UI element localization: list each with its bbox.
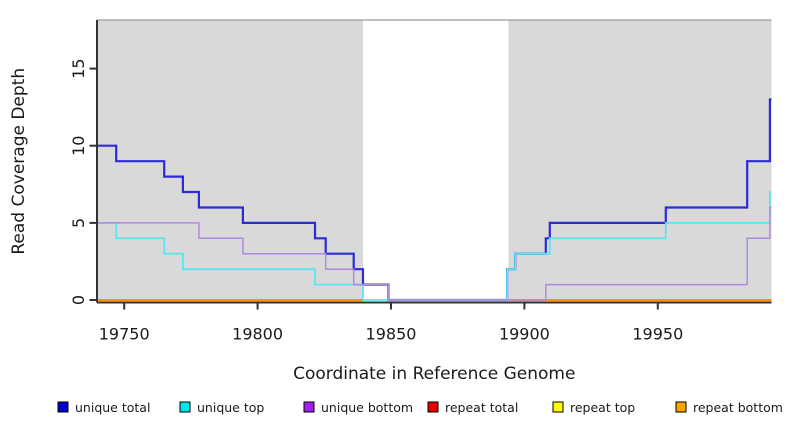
x-tick-label: 19950: [632, 325, 683, 344]
legend-swatch: [57, 401, 69, 413]
x-tick-label: 19750: [99, 325, 150, 344]
y-axis-title: Read Coverage Depth: [9, 68, 29, 255]
series-line-unique-bottom: [97, 206, 772, 301]
legend-item-repeat-bottom: repeat bottom: [675, 400, 783, 415]
legend-item-unique-top: unique top: [179, 400, 264, 415]
legend-label: repeat bottom: [693, 400, 783, 415]
legend-swatch: [552, 401, 564, 413]
legend-item-unique-bottom: unique bottom: [303, 400, 413, 415]
legend-item-repeat-top: repeat top: [552, 400, 635, 415]
legend-swatch: [427, 401, 439, 413]
legend-label: unique bottom: [321, 400, 413, 415]
series-line-unique-total: [97, 98, 772, 302]
y-tick-label: 15: [69, 58, 88, 78]
y-tick-label: 0: [69, 295, 88, 305]
x-tick-label: 19800: [232, 325, 283, 344]
legend-label: unique top: [197, 400, 264, 415]
x-axis-title: Coordinate in Reference Genome: [293, 364, 575, 384]
legend-label: repeat top: [570, 400, 635, 415]
legend-item-unique-total: unique total: [57, 400, 150, 415]
x-tick-label: 19850: [366, 325, 417, 344]
legend-item-repeat-total: repeat total: [427, 400, 518, 415]
legend-label: unique total: [75, 400, 150, 415]
y-tick-label: 5: [69, 218, 88, 228]
x-tick-label: 19900: [499, 325, 550, 344]
legend-swatch: [675, 401, 687, 413]
legend-label: repeat total: [445, 400, 518, 415]
legend-swatch: [303, 401, 315, 413]
legend-swatch: [179, 401, 191, 413]
coverage-gap-band: [363, 20, 509, 303]
y-tick-label: 10: [69, 136, 88, 156]
